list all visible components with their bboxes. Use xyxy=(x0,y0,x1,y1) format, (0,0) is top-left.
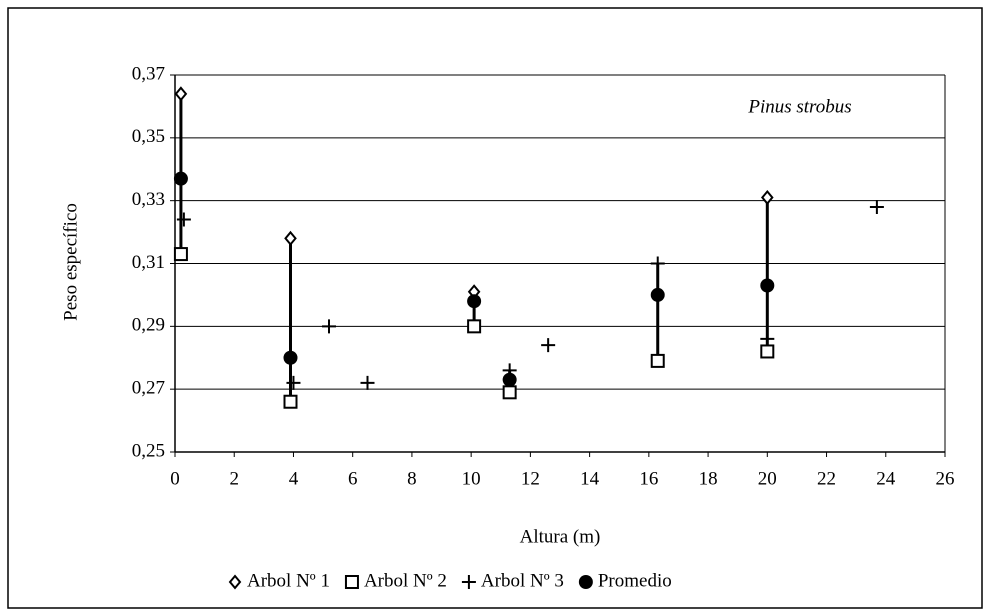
circle-marker xyxy=(467,294,482,309)
annotation: Pinus strobus xyxy=(747,96,851,117)
plus-marker xyxy=(286,375,301,390)
plus-marker xyxy=(322,319,336,334)
plus-marker xyxy=(360,375,375,390)
square-marker xyxy=(344,575,359,589)
square-marker xyxy=(502,385,517,400)
circle-marker xyxy=(578,575,593,589)
plus-marker xyxy=(869,199,884,214)
legend-label: Arbol Nº 1 xyxy=(247,570,330,591)
y-axis-title: Peso específico xyxy=(60,203,81,321)
legend-label: Arbol Nº 3 xyxy=(481,570,564,591)
x-tick-label: 24 xyxy=(876,468,896,489)
y-tick-label: 0,37 xyxy=(132,63,165,84)
diamond-marker xyxy=(761,189,774,206)
x-tick-label: 0 xyxy=(170,468,180,489)
x-tick-label: 6 xyxy=(348,468,358,489)
diamond-marker xyxy=(228,574,242,590)
y-tick-label: 0,31 xyxy=(132,252,165,273)
x-tick-label: 16 xyxy=(639,468,658,489)
y-tick-label: 0,29 xyxy=(132,315,165,336)
circle-marker xyxy=(283,350,298,365)
x-tick-label: 20 xyxy=(758,468,777,489)
y-tick-label: 0,33 xyxy=(132,189,165,210)
square-marker xyxy=(173,247,188,262)
x-tick-label: 18 xyxy=(699,468,718,489)
x-axis-title: Altura (m) xyxy=(520,526,601,547)
frame xyxy=(7,7,983,609)
plus-marker xyxy=(541,338,556,353)
legend: Arbol Nº 1 Arbol Nº 2 Arbol Nº 3 Promedio xyxy=(228,570,672,591)
x-tick-label: 26 xyxy=(936,468,955,489)
y-tick-label: 0,25 xyxy=(132,440,165,461)
x-tick-label: 14 xyxy=(580,468,600,489)
plus-marker xyxy=(760,331,775,346)
square-marker xyxy=(467,319,482,334)
diamond-marker xyxy=(284,230,297,246)
y-tick-label: 0,27 xyxy=(132,378,165,399)
circle-marker xyxy=(502,372,517,387)
plus-marker xyxy=(650,256,665,271)
square-marker xyxy=(650,353,665,368)
legend-label: Promedio xyxy=(598,570,672,591)
x-tick-label: 2 xyxy=(229,468,239,489)
square-marker xyxy=(283,394,298,409)
plus-marker xyxy=(176,212,191,227)
diamond-marker xyxy=(174,86,188,102)
x-tick-label: 22 xyxy=(817,468,836,489)
x-tick-label: 12 xyxy=(521,468,540,489)
square-marker xyxy=(760,344,775,359)
circle-marker xyxy=(173,171,188,186)
y-tick-label: 0,35 xyxy=(132,126,165,147)
plus-marker xyxy=(461,575,476,589)
legend-label: Arbol Nº 2 xyxy=(364,570,447,591)
x-tick-label: 10 xyxy=(462,468,481,489)
circle-marker xyxy=(650,287,665,302)
circle-marker xyxy=(760,278,775,293)
x-tick-label: 8 xyxy=(407,468,417,489)
x-tick-label: 4 xyxy=(289,468,299,489)
